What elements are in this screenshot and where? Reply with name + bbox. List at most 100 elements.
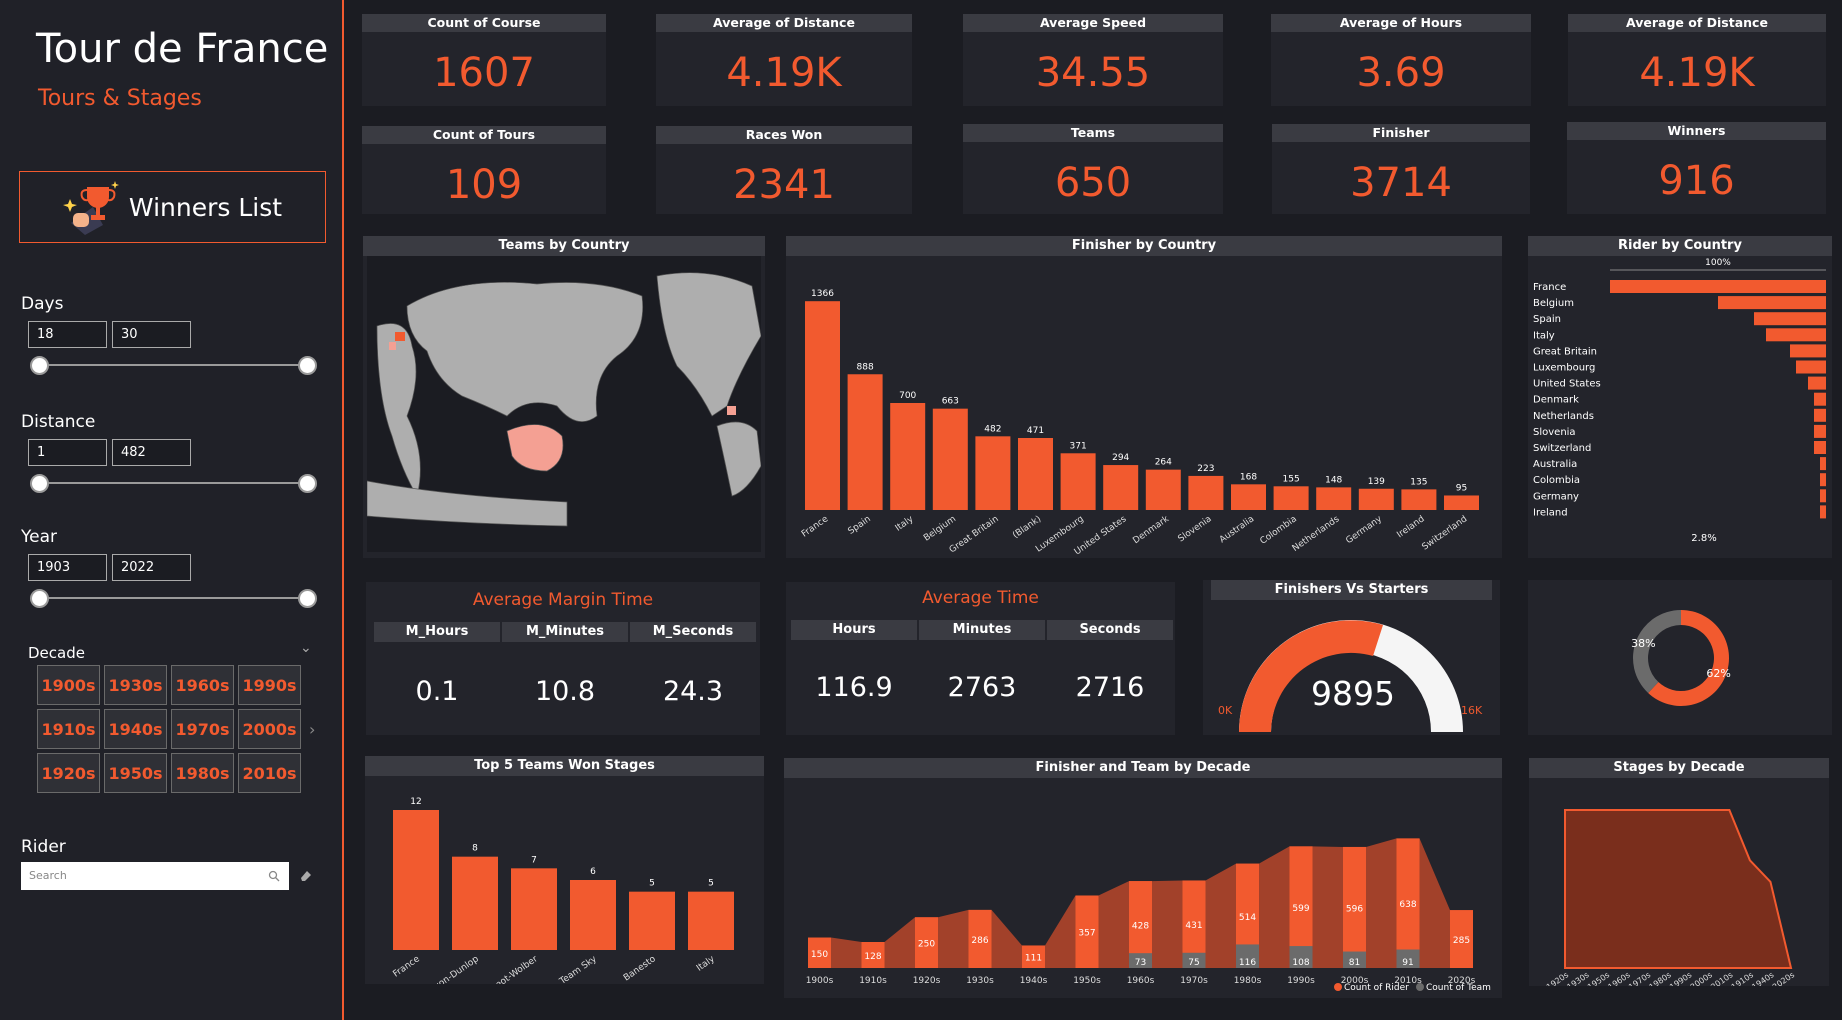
decade-option-1900s[interactable]: 1900s xyxy=(37,665,100,705)
year-slider-max-handle[interactable] xyxy=(298,589,317,608)
tick-label: 2000s xyxy=(1341,976,1369,986)
bar-rider-2020s xyxy=(1450,910,1473,968)
average-margin-title: Average Margin Time xyxy=(472,590,654,610)
decade-option-1930s[interactable]: 1930s xyxy=(104,665,167,705)
app-title: Tour de France xyxy=(36,26,329,72)
category-label: Ireland xyxy=(1533,507,1568,518)
teams-by-country-title: Teams by Country xyxy=(363,236,765,256)
decade-option-1970s[interactable]: 1970s xyxy=(171,709,234,749)
kpi-value: 1607 xyxy=(433,50,535,96)
finisher-team-decade-chart: 150 1900s 128 1910s 250 1920s 286 1930s 111 1940s… xyxy=(806,838,1491,993)
year-max-input[interactable]: 2022 xyxy=(112,554,191,581)
decade-option-2000s[interactable]: 2000s xyxy=(238,709,301,749)
bar-germany xyxy=(1820,489,1826,503)
eraser-icon[interactable] xyxy=(299,869,312,882)
data-label: 75 xyxy=(1188,958,1199,968)
bar-team-1960s xyxy=(1129,953,1152,968)
decade-option-1980s[interactable]: 1980s xyxy=(171,753,234,793)
category-label: Australia xyxy=(1533,459,1577,470)
map-highlight-colombia[interactable] xyxy=(727,406,736,415)
bar-rider-1990s xyxy=(1289,846,1313,968)
map-south-america[interactable] xyxy=(716,421,761,497)
distance-slider-min-handle[interactable] xyxy=(30,474,49,493)
map-north-america[interactable] xyxy=(656,272,761,417)
map-antarctica[interactable] xyxy=(367,480,568,527)
distance-slider-track[interactable] xyxy=(40,482,308,484)
data-label: 6 xyxy=(590,867,596,877)
top-teams-chart: 12 France 8 Alcyon-Dunlop 7 Peugeot-Wolber 6 Te… xyxy=(391,797,734,984)
bar-team-1970s xyxy=(1182,952,1206,968)
data-label: 428 xyxy=(1132,922,1149,932)
decade-option-1950s[interactable]: 1950s xyxy=(104,753,167,793)
rider-search-input[interactable]: Search xyxy=(21,862,289,890)
stages-by-decade-chart: 1920s1930s1950s1960s1970s1980s1990s2000s… xyxy=(1545,809,1796,986)
data-label: 1366 xyxy=(811,289,834,299)
winners-list-button[interactable]: Winners List xyxy=(19,171,326,243)
world-map[interactable] xyxy=(367,256,761,552)
tick-label: 1970s xyxy=(1180,976,1208,986)
data-label: 357 xyxy=(1078,929,1095,939)
chevron-down-icon[interactable]: ⌄ xyxy=(300,640,312,656)
year-slider-track[interactable] xyxy=(40,597,308,599)
bar-belgium xyxy=(1718,296,1826,310)
decade-option-1910s[interactable]: 1910s xyxy=(37,709,100,749)
bar-rider-1930s xyxy=(968,909,992,968)
kpi-label: Average of Distance xyxy=(656,14,912,32)
search-icon[interactable] xyxy=(268,870,280,882)
donut-panel: 62% 38% xyxy=(1528,580,1832,735)
tick-label: Italy xyxy=(894,514,916,534)
donut-chart[interactable]: 62% 38% xyxy=(1528,580,1832,735)
year-slider-min-handle[interactable] xyxy=(30,589,49,608)
bar-colombia xyxy=(1820,473,1826,487)
bar-banesto xyxy=(629,891,675,950)
decade-option-1920s[interactable]: 1920s xyxy=(37,753,100,793)
year-min-input[interactable]: 1903 xyxy=(28,554,107,581)
m-minutes-header: M_Minutes xyxy=(502,622,628,642)
category-label: Belgium xyxy=(1533,298,1574,309)
map-australia[interactable] xyxy=(506,424,564,472)
map-eurasia[interactable] xyxy=(406,282,644,422)
map-highlight-europe[interactable] xyxy=(395,332,405,341)
kpi-label: Teams xyxy=(963,124,1223,142)
bar-germany xyxy=(1358,488,1394,510)
days-slider-max-handle[interactable] xyxy=(298,356,317,375)
sidebar: Tour de France Tours & Stages Winners Li… xyxy=(0,0,344,1020)
days-min-input[interactable]: 18 xyxy=(28,321,107,348)
tick-label: 1920s xyxy=(913,976,941,986)
data-label: 264 xyxy=(1155,458,1172,468)
data-label: 128 xyxy=(864,952,881,962)
tick-label: France xyxy=(391,954,422,980)
bar-italy xyxy=(1766,328,1826,342)
bar-great-britain xyxy=(975,436,1011,510)
tick-label: Italy xyxy=(695,954,717,974)
map-africa[interactable] xyxy=(376,323,421,497)
category-label: Slovenia xyxy=(1533,427,1576,438)
average-margin-panel: Average Margin Time M_Hours M_Minutes M_… xyxy=(366,582,760,735)
distance-slider-max-handle[interactable] xyxy=(298,474,317,493)
decade-option-2010s[interactable]: 2010s xyxy=(238,753,301,793)
data-label: 73 xyxy=(1135,958,1146,968)
data-label: 135 xyxy=(1410,477,1427,487)
distance-min-input[interactable]: 1 xyxy=(28,439,107,466)
bar-rider-1960s xyxy=(1129,881,1152,968)
gauge-min-label: 0K xyxy=(1218,704,1233,717)
bar-italy xyxy=(688,891,734,950)
decade-option-1940s[interactable]: 1940s xyxy=(104,709,167,749)
chevron-right-icon[interactable]: › xyxy=(309,720,316,739)
map-highlight-iberia[interactable] xyxy=(389,342,396,350)
days-slider-min-handle[interactable] xyxy=(30,356,49,375)
decade-option-1990s[interactable]: 1990s xyxy=(238,665,301,705)
bar-slovenia xyxy=(1188,475,1224,510)
decade-option-1960s[interactable]: 1960s xyxy=(171,665,234,705)
finisher-by-country-panel: Finisher by Country 1366 France 888 Spain 70… xyxy=(786,236,1502,558)
gauge-chart[interactable] xyxy=(1203,602,1500,735)
distance-max-input[interactable]: 482 xyxy=(112,439,191,466)
days-max-input[interactable]: 30 xyxy=(112,321,191,348)
kpi-label: Average of Distance xyxy=(1568,14,1826,32)
stages-by-decade-title: Stages by Decade xyxy=(1529,758,1829,778)
data-label: 514 xyxy=(1239,913,1256,923)
rider-by-country-title: Rider by Country xyxy=(1528,236,1832,256)
days-slider-track[interactable] xyxy=(40,364,308,366)
category-label: Great Britain xyxy=(1533,346,1597,357)
bar-united-states xyxy=(1103,465,1139,510)
